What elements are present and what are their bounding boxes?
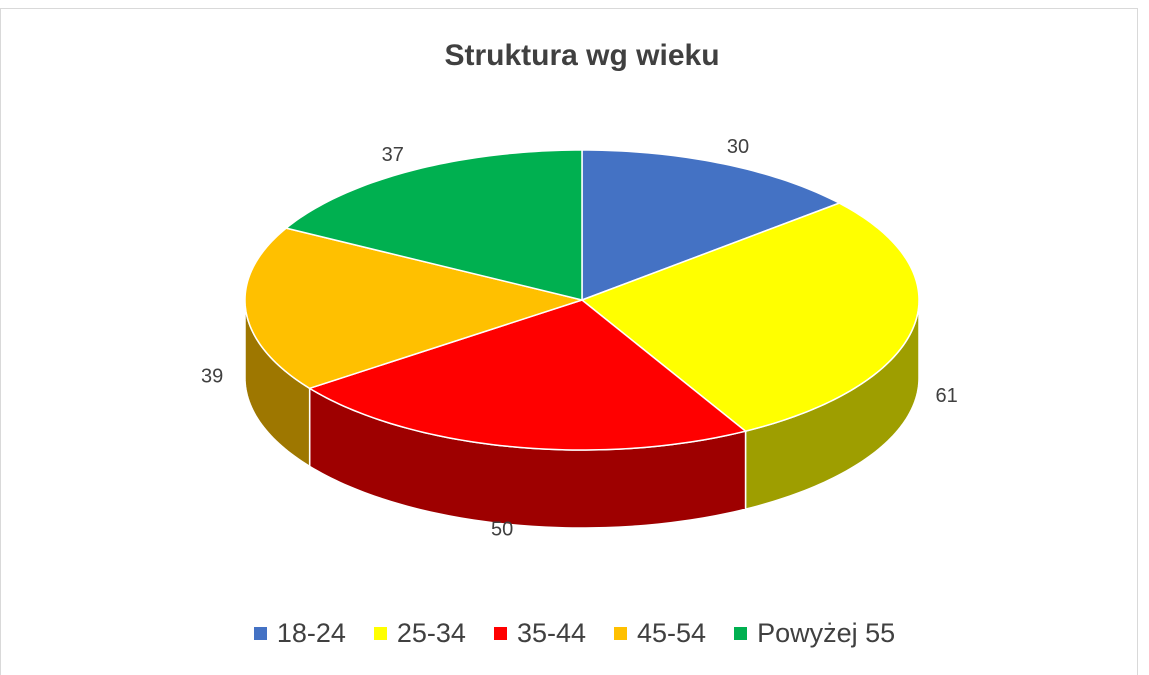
data-label: 37 [382,144,404,166]
legend-label: 35-44 [516,618,587,648]
legend-item: 18-24 [253,618,346,649]
slice [580,202,920,432]
legend-swatch [493,627,507,640]
legend-swatch [253,627,267,640]
slice [284,149,583,301]
data-label: 39 [201,366,223,388]
legend-label: 45-54 [637,618,707,648]
legend-swatch [614,627,628,640]
data-label: 50 [491,519,513,541]
chart-frame [0,8,1138,675]
slice [244,227,585,390]
legend-label: 18-24 [276,618,346,648]
legend: 18-24 25-34 35-44 45-54 Powyżej 55 [0,618,1149,649]
legend-item: Powyżej 55 [734,618,895,649]
legend-swatch [373,627,387,640]
data-label: 30 [727,136,749,158]
legend-item: 45-54 [614,618,706,649]
data-label: 61 [936,385,958,407]
slice [307,299,748,451]
legend-swatch [734,627,748,640]
legend-label: Powyżej 55 [757,618,896,648]
legend-item: 35-44 [493,618,587,649]
legend-label: 25-34 [396,618,466,648]
slice [581,149,842,302]
chart-title: Struktura wg wieku [444,39,719,72]
legend-item: 25-34 [373,618,466,649]
